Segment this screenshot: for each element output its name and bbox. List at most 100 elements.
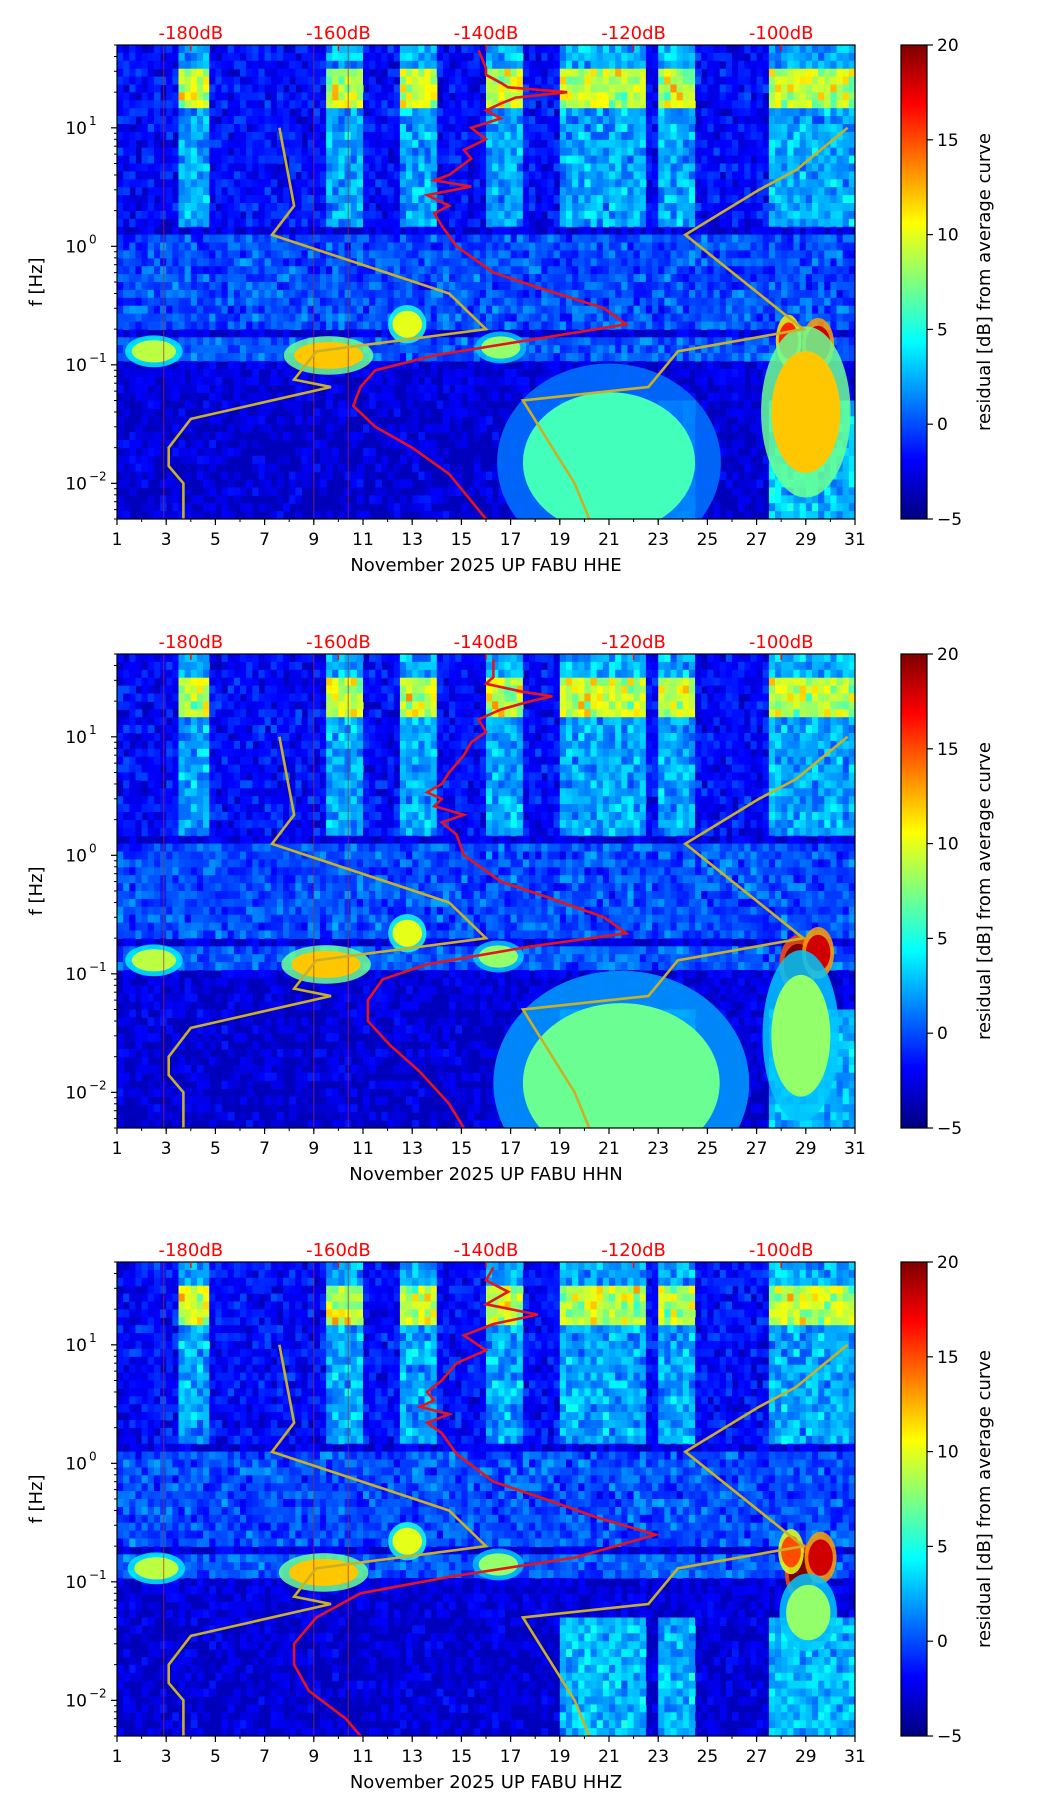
heatmap-cell — [688, 266, 696, 275]
heatmap-cell — [486, 100, 493, 109]
heatmap-cell — [221, 131, 229, 141]
heatmap-cell — [639, 210, 647, 220]
heatmap-cell — [547, 116, 555, 125]
heatmap-cell — [233, 376, 241, 386]
heatmap-cell — [510, 297, 518, 307]
heatmap-cell — [455, 440, 462, 449]
heatmap-cell — [406, 187, 413, 196]
heatmap-cell — [449, 124, 456, 133]
heatmap-cell — [418, 471, 426, 481]
heatmap-cell — [609, 100, 616, 109]
heatmap-cell — [633, 155, 641, 165]
heatmap-cell — [215, 376, 223, 386]
heatmap-cell — [369, 234, 376, 244]
heatmap-cell — [732, 131, 739, 141]
heatmap-cell — [375, 495, 383, 504]
heatmap-cell — [719, 210, 727, 220]
heatmap-cell — [449, 313, 456, 323]
heatmap-cell — [221, 384, 229, 394]
heatmap-cell — [221, 92, 229, 101]
heatmap-cell — [276, 495, 284, 504]
heatmap-cell — [633, 258, 641, 267]
heatmap-cell — [498, 210, 506, 220]
heatmap-cell — [590, 171, 598, 180]
heatmap-cell — [516, 76, 524, 86]
heatmap-cell — [473, 203, 481, 212]
heatmap-cell — [578, 313, 585, 323]
heatmap-cell — [455, 187, 462, 196]
heatmap-cell — [289, 471, 296, 481]
heatmap-cell — [190, 424, 198, 433]
heatmap-cell — [473, 179, 481, 188]
heatmap-cell — [203, 155, 210, 165]
heatmap-cell — [209, 479, 216, 488]
heatmap-cell — [596, 210, 604, 220]
heatmap-cell — [141, 400, 149, 409]
heatmap-cell — [381, 313, 389, 323]
heatmap-cell — [436, 455, 444, 465]
heatmap-cell — [301, 471, 309, 481]
heatmap-cell — [565, 297, 573, 307]
heatmap-cell — [356, 305, 364, 315]
heatmap-cell — [141, 60, 149, 70]
heatmap-cell — [418, 345, 426, 354]
heatmap-cell — [449, 108, 456, 117]
heatmap-cell — [725, 52, 733, 62]
heatmap-cell — [399, 289, 407, 299]
heatmap-cell — [313, 60, 321, 70]
heatmap-cell — [270, 210, 278, 220]
heatmap-cell — [590, 210, 598, 220]
heatmap-cell — [387, 195, 395, 204]
heatmap-cell — [565, 124, 573, 133]
heatmap-cell — [652, 242, 659, 251]
heatmap-cell — [510, 242, 518, 251]
heatmap-cell — [578, 108, 585, 117]
heatmap-cell — [215, 60, 223, 70]
heatmap-cell — [658, 210, 665, 220]
heatmap-cell — [455, 116, 462, 125]
heatmap-cell — [719, 116, 727, 125]
heatmap-cell — [479, 258, 487, 267]
heatmap-cell — [369, 92, 376, 101]
heatmap-cell — [596, 100, 604, 109]
heatmap-cell — [442, 210, 450, 220]
heatmap-cell — [178, 289, 186, 299]
heatmap-cell — [147, 92, 155, 101]
heatmap-cell — [547, 297, 555, 307]
heatmap-cell — [652, 258, 659, 267]
heatmap-cell — [510, 392, 518, 402]
heatmap-cell — [129, 250, 137, 259]
heatmap-cell — [412, 68, 419, 78]
heatmap-cell — [258, 195, 266, 204]
heatmap-cell — [196, 163, 204, 172]
heatmap-cell — [719, 337, 727, 346]
heatmap-cell — [609, 84, 616, 93]
heatmap-cell — [184, 313, 192, 323]
heatmap-cell — [467, 297, 475, 307]
heatmap-cell — [123, 218, 130, 228]
heatmap-cell — [252, 250, 260, 259]
heatmap-cell — [510, 226, 518, 236]
heatmap-cell — [522, 266, 530, 275]
heatmap-cell — [645, 68, 653, 78]
heatmap-cell — [356, 463, 364, 473]
heatmap-cell — [473, 116, 481, 125]
heatmap-cell — [467, 487, 475, 496]
heatmap-cell — [258, 187, 266, 196]
heatmap-cell — [664, 353, 672, 362]
heatmap-cell — [455, 60, 462, 70]
heatmap-cell — [393, 266, 401, 275]
heatmap-cell — [701, 282, 708, 291]
heatmap-cell — [129, 179, 137, 188]
heatmap-cell — [572, 218, 579, 228]
heatmap-cell — [412, 455, 419, 465]
heatmap-cell — [615, 147, 622, 157]
heatmap-cell — [449, 345, 456, 354]
heatmap-cell — [652, 345, 659, 354]
heatmap-cell — [541, 218, 549, 228]
heatmap-cell — [559, 100, 567, 109]
heatmap-cell — [590, 52, 598, 62]
heatmap-cell — [455, 400, 462, 409]
heatmap-cell — [190, 203, 198, 212]
heatmap-cell — [430, 124, 438, 133]
